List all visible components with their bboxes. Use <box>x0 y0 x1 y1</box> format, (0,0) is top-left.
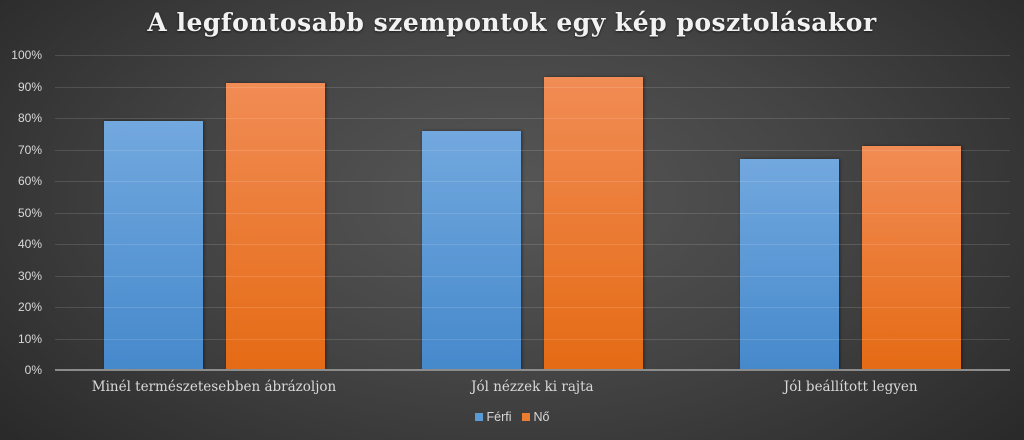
legend-item-ferfi[interactable]: Férfi <box>474 410 512 424</box>
legend-swatch-ferfi <box>474 413 483 421</box>
legend-item-no[interactable]: Nő <box>521 410 550 424</box>
y-tick-label: 50% <box>17 205 42 220</box>
gridline <box>55 181 1010 182</box>
plot-area <box>55 55 1010 371</box>
y-tick-label: 80% <box>17 111 42 125</box>
bar-no-2[interactable] <box>862 146 962 369</box>
gridline <box>55 212 1010 214</box>
gridline <box>55 149 1010 151</box>
y-tick-label: 60% <box>17 174 42 188</box>
y-tick-label: 90% <box>17 79 42 94</box>
gridline <box>55 275 1010 277</box>
legend-swatch-no <box>521 413 530 421</box>
legend-label-ferfi: Férfi <box>486 410 512 424</box>
x-category-label: Minél természetesebben ábrázoljon <box>91 379 337 395</box>
y-tick-label: 70% <box>17 142 42 157</box>
gridline <box>55 118 1010 119</box>
gridline <box>55 55 1010 56</box>
gridline <box>55 338 1010 340</box>
y-tick-label: 20% <box>17 300 42 314</box>
gridline <box>55 307 1010 308</box>
y-tick-label: 100% <box>11 48 42 62</box>
bar-ferfi-2[interactable] <box>740 158 840 369</box>
x-axis-line <box>55 369 1010 371</box>
x-category-label: Jól nézzek ki rajta <box>471 379 594 395</box>
gridline <box>55 244 1010 245</box>
bar-no-0[interactable] <box>225 83 325 369</box>
y-tick-label: 0% <box>24 363 42 377</box>
bar-ferfi-0[interactable] <box>103 121 203 369</box>
legend: Férfi Nő <box>0 410 1024 424</box>
y-tick-label: 40% <box>17 237 42 251</box>
y-tick-label: 10% <box>17 331 42 346</box>
x-category-label: Jól beállított legyen <box>783 379 918 395</box>
bar-ferfi-1[interactable] <box>422 130 521 369</box>
chart-title: A legfontosabb szempontok egy kép poszto… <box>147 8 877 37</box>
bar-no-1[interactable] <box>544 77 643 369</box>
gridline <box>55 86 1010 88</box>
legend-label-no: Nő <box>533 410 550 424</box>
y-tick-label: 30% <box>17 268 42 283</box>
